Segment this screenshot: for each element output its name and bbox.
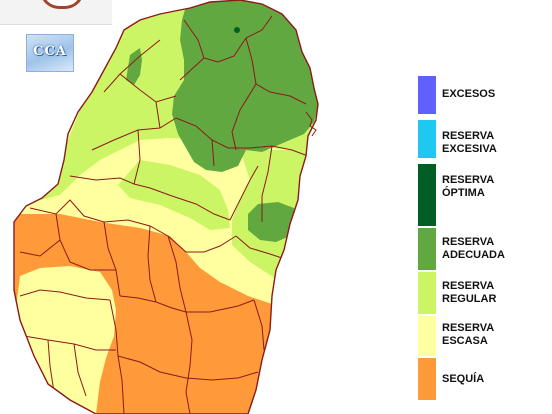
zone-adecuada-northeast: [172, 0, 318, 172]
legend-label-line1: RESERVA: [442, 280, 495, 292]
legend-label-line2: ESCASA: [442, 335, 488, 347]
legend-swatch: [418, 76, 436, 114]
legend-swatch: [418, 358, 436, 400]
legend-label-line2: ÓPTIMA: [442, 187, 485, 199]
zone-adecuada-east-spot: [248, 202, 298, 242]
legend-label-line1: RESERVA: [442, 130, 495, 142]
legend-swatch: [418, 272, 436, 314]
legend-label-line1: RESERVA: [442, 236, 495, 248]
legend-label-line2: EXCESIVA: [442, 143, 497, 155]
legend-label-line1: RESERVA: [442, 322, 495, 334]
legend-label-line2: ADECUADA: [442, 249, 505, 261]
zone-optima-dot: [234, 27, 240, 33]
legend-label-line2: REGULAR: [442, 293, 497, 305]
legend-swatch: [418, 316, 436, 356]
legend: EXCESOS RESERVA EXCESIVA RESERVA ÓPTIMA …: [418, 0, 552, 414]
legend-label-line1: SEQUÍA: [442, 373, 485, 385]
province-outline: [13, 0, 319, 414]
river-delta: [305, 111, 317, 137]
cca-logo-text: CCA: [33, 44, 67, 59]
seal-icon: [40, 0, 84, 9]
legend-swatch: [418, 164, 436, 226]
cca-logo: CCA: [26, 34, 74, 72]
institution-header-logo: [0, 0, 112, 25]
legend-swatch: [418, 120, 436, 158]
legend-swatch: [418, 228, 436, 270]
legend-label-line1: RESERVA: [442, 174, 495, 186]
legend-label-line1: EXCESOS: [442, 88, 496, 100]
zone-regular-northwest-ribbon: [118, 160, 230, 230]
